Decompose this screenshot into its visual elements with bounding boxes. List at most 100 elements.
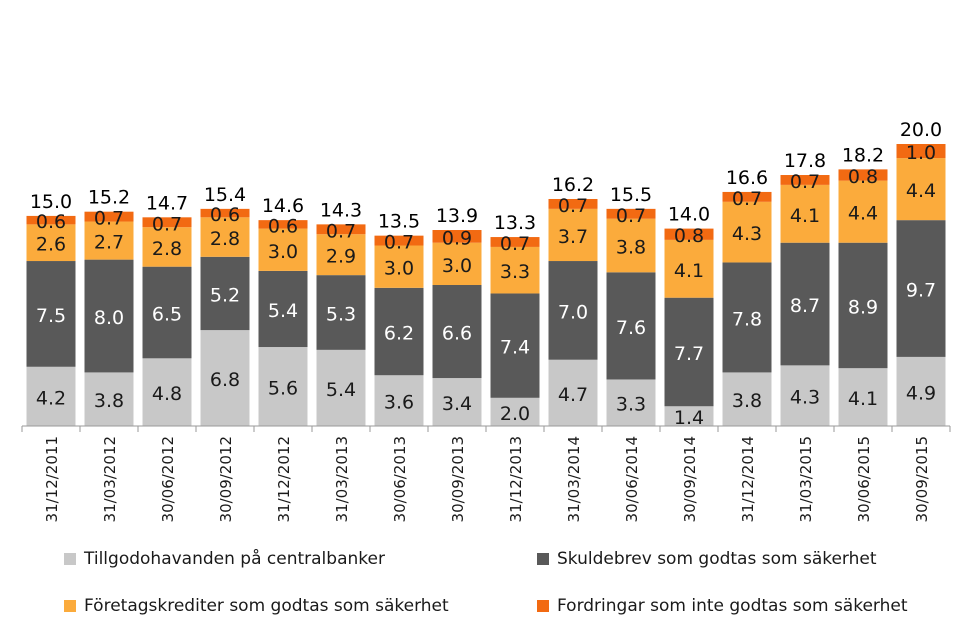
data-label: 4.7 (558, 384, 588, 406)
data-label: 7.7 (674, 343, 704, 365)
data-label: 4.1 (674, 260, 704, 282)
bar-segment (490, 246, 540, 294)
data-label: 0.7 (500, 233, 530, 255)
data-label: 7.4 (500, 337, 530, 359)
total-label: 15.5 (610, 184, 652, 206)
data-label: 0.6 (268, 215, 298, 237)
bar-segment (722, 372, 772, 426)
bar-segment (200, 217, 250, 257)
bar-segment (316, 224, 366, 235)
data-label: 4.3 (790, 387, 820, 409)
x-tick-label: 31/12/2014 (739, 436, 757, 522)
data-label: 0.6 (210, 204, 240, 226)
bar-segment (84, 372, 134, 426)
data-label: 9.7 (906, 280, 936, 302)
bar-segment (722, 201, 772, 263)
bar-segment (780, 365, 830, 426)
data-label: 4.4 (906, 180, 936, 202)
data-label: 0.7 (384, 232, 414, 254)
legend-label: Fordringar som inte godtas som säkerhet (557, 596, 908, 616)
bar-segment (548, 261, 598, 360)
data-label: 2.0 (500, 403, 530, 425)
bar-segment (664, 228, 714, 240)
bar-segment (142, 358, 192, 426)
x-tick-label: 31/03/2015 (797, 436, 815, 522)
total-label: 17.8 (784, 150, 826, 172)
bar-segment (838, 368, 888, 426)
bar-segment (606, 218, 656, 273)
bar-segment (84, 221, 134, 260)
bar-segment (664, 406, 714, 426)
data-label: 6.2 (384, 323, 414, 345)
legend-item: Tillgodohavanden på centralbanker (64, 549, 385, 569)
legend-item: Företagskrediter som godtas som säkerhet (64, 596, 449, 616)
bar-segment (490, 293, 540, 398)
data-label: 0.7 (790, 171, 820, 193)
bar-segment (84, 211, 134, 222)
bar-segment (606, 379, 656, 426)
legend-label: Tillgodohavanden på centralbanker (84, 549, 385, 569)
x-tick-label: 30/09/2014 (681, 436, 699, 522)
bar-segment (374, 375, 424, 426)
legend-swatch (64, 600, 76, 612)
x-tick-label: 30/06/2012 (159, 436, 177, 522)
total-label: 15.4 (204, 184, 246, 206)
data-label: 6.6 (442, 323, 472, 345)
data-label: 8.7 (790, 295, 820, 317)
data-label: 0.7 (558, 195, 588, 217)
bar-segment (838, 169, 888, 181)
data-label: 0.7 (152, 213, 182, 235)
x-tick-label: 30/09/2013 (449, 436, 467, 522)
bar-segment (432, 285, 482, 379)
bar-segment (200, 256, 250, 331)
bar-segment (26, 224, 76, 262)
bar-segment (316, 349, 366, 426)
data-label: 3.3 (616, 394, 646, 416)
data-label: 2.6 (36, 234, 66, 256)
total-label: 14.3 (320, 199, 362, 221)
bar-segment (374, 235, 424, 246)
x-tick-label: 31/03/2014 (565, 436, 583, 522)
bar-segment (490, 237, 540, 247)
x-tick-label: 30/09/2015 (913, 436, 931, 522)
total-label: 14.6 (262, 195, 304, 217)
data-label: 0.6 (36, 211, 66, 233)
data-label: 3.0 (384, 258, 414, 280)
bar-segment (548, 198, 598, 209)
x-tick-label: 30/06/2013 (391, 436, 409, 522)
bar-segment (896, 144, 946, 159)
data-label: 5.2 (210, 284, 240, 306)
legend-swatch (537, 600, 549, 612)
data-label: 4.3 (732, 223, 762, 245)
bar-segment (316, 234, 366, 276)
data-label: 3.3 (500, 261, 530, 283)
data-label: 5.3 (326, 303, 356, 325)
bar-segment (200, 208, 250, 218)
bar-segment (258, 270, 308, 348)
data-label: 4.1 (848, 388, 878, 410)
data-label: 3.8 (616, 237, 646, 259)
bar-segment (896, 220, 946, 357)
x-tick-label: 31/03/2012 (101, 436, 119, 522)
total-label: 16.2 (552, 174, 594, 196)
data-label: 6.8 (210, 369, 240, 391)
data-label: 5.6 (268, 378, 298, 400)
bar-segment (490, 397, 540, 426)
data-label: 6.5 (152, 303, 182, 325)
data-label: 0.8 (848, 166, 878, 188)
bar-segment (374, 245, 424, 288)
bar-segment (664, 297, 714, 407)
total-label: 16.6 (726, 167, 768, 189)
bar-segment (258, 228, 308, 271)
bar-segment (316, 275, 366, 350)
legend-label: Skuldebrev som godtas som säkerhet (557, 549, 877, 569)
bar-segment (26, 261, 76, 367)
x-tick-label: 31/03/2013 (333, 436, 351, 522)
data-label: 3.7 (558, 226, 588, 248)
data-label: 0.7 (732, 188, 762, 210)
data-label: 5.4 (326, 379, 356, 401)
data-label: 7.0 (558, 301, 588, 323)
total-label: 14.0 (668, 204, 710, 226)
bar-segment (26, 215, 76, 225)
